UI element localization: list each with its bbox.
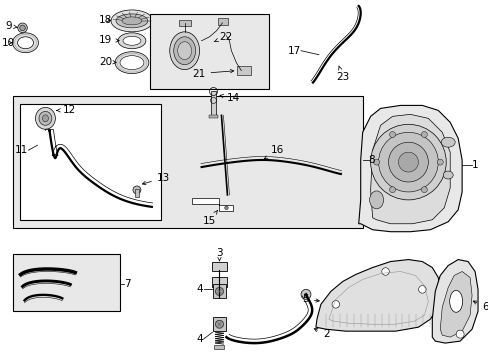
Text: 2: 2	[314, 329, 329, 339]
Text: 12: 12	[57, 105, 76, 116]
Bar	[135, 189, 139, 197]
Bar	[210, 91, 216, 116]
Circle shape	[301, 289, 310, 300]
Ellipse shape	[39, 111, 52, 125]
Circle shape	[389, 131, 395, 138]
Text: 13: 13	[142, 173, 170, 185]
Text: 17: 17	[287, 46, 301, 56]
Circle shape	[455, 330, 463, 338]
Bar	[212, 284, 226, 298]
Polygon shape	[358, 105, 461, 232]
Polygon shape	[370, 114, 449, 224]
Bar	[178, 20, 190, 26]
Ellipse shape	[169, 32, 199, 69]
Text: 19: 19	[99, 35, 119, 45]
Bar	[149, 14, 269, 89]
Circle shape	[18, 23, 27, 33]
Bar	[20, 104, 161, 220]
Circle shape	[133, 186, 141, 194]
Ellipse shape	[120, 56, 143, 69]
Bar	[214, 345, 224, 349]
Ellipse shape	[36, 107, 55, 129]
Ellipse shape	[177, 42, 191, 60]
Bar	[13, 253, 120, 311]
Circle shape	[381, 268, 388, 275]
Ellipse shape	[115, 52, 148, 73]
Polygon shape	[439, 271, 471, 337]
Text: 15: 15	[203, 211, 217, 226]
Polygon shape	[191, 198, 233, 211]
Text: 11: 11	[15, 145, 28, 155]
Text: 6: 6	[472, 301, 488, 312]
Text: 21: 21	[192, 69, 233, 78]
Text: 22: 22	[214, 32, 232, 42]
Circle shape	[224, 206, 228, 210]
Text: 14: 14	[220, 94, 239, 103]
Text: 4: 4	[197, 284, 203, 294]
Ellipse shape	[111, 10, 153, 32]
Text: 3: 3	[216, 248, 223, 261]
Text: 20: 20	[99, 57, 116, 67]
Text: 1: 1	[471, 160, 478, 170]
Circle shape	[373, 159, 379, 165]
Circle shape	[370, 124, 446, 200]
Text: 7: 7	[124, 279, 130, 289]
Circle shape	[20, 25, 25, 31]
Text: 16: 16	[264, 145, 284, 159]
Text: 23: 23	[335, 66, 348, 82]
Text: 4: 4	[197, 334, 203, 344]
Ellipse shape	[369, 191, 383, 209]
Ellipse shape	[116, 14, 147, 28]
Circle shape	[421, 131, 427, 138]
Ellipse shape	[440, 137, 454, 147]
Circle shape	[215, 287, 223, 295]
Bar	[237, 66, 251, 75]
Circle shape	[331, 301, 339, 308]
Text: 10: 10	[1, 38, 15, 48]
Bar	[211, 278, 227, 287]
Circle shape	[378, 132, 437, 192]
Ellipse shape	[449, 291, 462, 312]
Text: 8: 8	[368, 155, 374, 165]
Circle shape	[398, 152, 418, 172]
Ellipse shape	[118, 33, 145, 49]
Circle shape	[421, 187, 427, 193]
Bar	[208, 115, 218, 118]
Circle shape	[389, 187, 395, 193]
Polygon shape	[431, 260, 477, 343]
Circle shape	[418, 285, 425, 293]
Circle shape	[215, 320, 223, 328]
Ellipse shape	[122, 17, 142, 25]
Ellipse shape	[442, 171, 452, 179]
Text: 9: 9	[5, 21, 17, 31]
Circle shape	[388, 142, 427, 182]
Bar	[13, 96, 362, 228]
Ellipse shape	[18, 37, 33, 49]
Ellipse shape	[42, 115, 48, 122]
Bar	[218, 18, 228, 25]
Bar	[211, 262, 227, 271]
Circle shape	[436, 159, 442, 165]
Ellipse shape	[13, 33, 39, 53]
Text: 5: 5	[302, 294, 319, 304]
Polygon shape	[315, 260, 439, 331]
Ellipse shape	[173, 37, 195, 65]
Bar	[212, 317, 226, 331]
Text: 18: 18	[99, 15, 112, 25]
Ellipse shape	[123, 36, 141, 45]
